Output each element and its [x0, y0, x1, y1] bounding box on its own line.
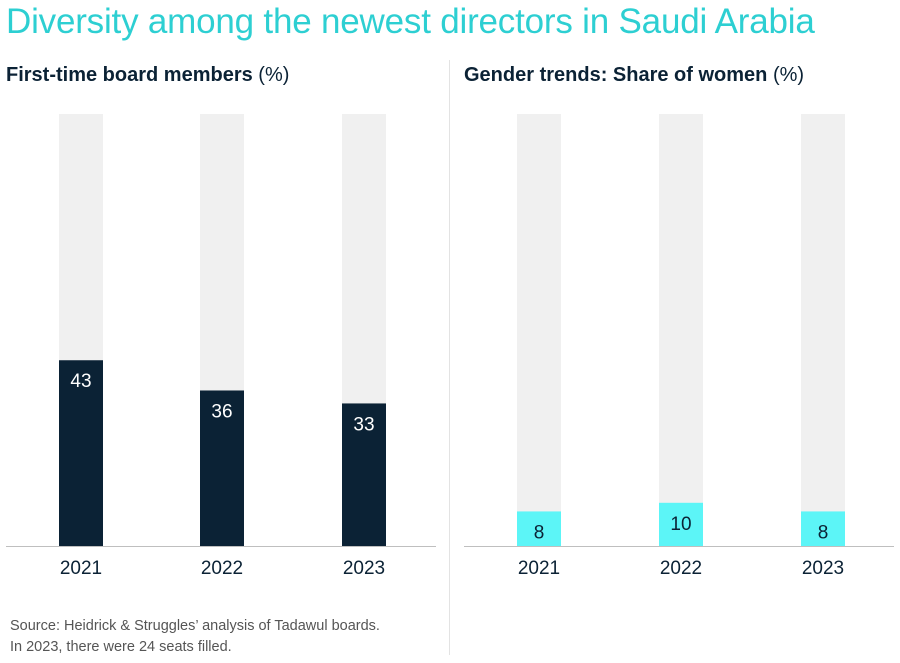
gender-bar-2023: [801, 511, 845, 546]
chart-title-gender-unit: (%): [772, 64, 805, 86]
chart-title-gender: Gender trends: Share of women (%): [464, 64, 804, 87]
chart-gender-trends: 8 2021 10 2022 8 2023: [464, 114, 894, 579]
first-time-value-label-2021: 43: [70, 371, 91, 392]
page-title: Diversity among the newest directors in …: [6, 2, 815, 41]
source-line-1: Source: Heidrick & Struggles’ analysis o…: [10, 618, 380, 634]
chart-title-first-time: First-time board members (%): [6, 64, 289, 87]
first-time-bar-2023: [342, 403, 386, 546]
gender-value-label-2022: 10: [670, 514, 691, 535]
first-time-value-label-2023: 33: [353, 414, 374, 435]
source-line-2: In 2023, there were 24 seats filled.: [10, 639, 232, 655]
first-time-tick-label-2021: 2021: [60, 558, 102, 579]
first-time-tick-label-2022: 2022: [201, 558, 243, 579]
first-time-bar-2021: [59, 360, 103, 546]
gender-value-label-2021: 8: [534, 522, 545, 543]
gender-bar-2021: [517, 511, 561, 546]
chart-title-first-time-text: First-time board members: [6, 64, 253, 86]
gender-bar-2022: [659, 502, 703, 546]
first-time-bar-2022: [200, 390, 244, 546]
gender-value-label-2023: 8: [818, 522, 829, 543]
gender-tick-label-2023: 2023: [802, 558, 844, 579]
first-time-value-label-2022: 36: [211, 401, 232, 422]
gender-tick-label-2022: 2022: [660, 558, 702, 579]
chart-title-first-time-unit: (%): [258, 64, 290, 86]
gender-tick-label-2021: 2021: [518, 558, 560, 579]
gender-track-2023: [801, 114, 845, 546]
panel-divider: [449, 60, 450, 655]
chart-title-gender-text: Gender trends: Share of women: [464, 64, 768, 86]
first-time-tick-label-2023: 2023: [343, 558, 385, 579]
chart-first-time-board-members: 43 2021 36 2022 33 2023: [6, 114, 436, 579]
source-note: Source: Heidrick & Struggles’ analysis o…: [10, 616, 380, 658]
gender-track-2022: [659, 114, 703, 546]
gender-track-2021: [517, 114, 561, 546]
